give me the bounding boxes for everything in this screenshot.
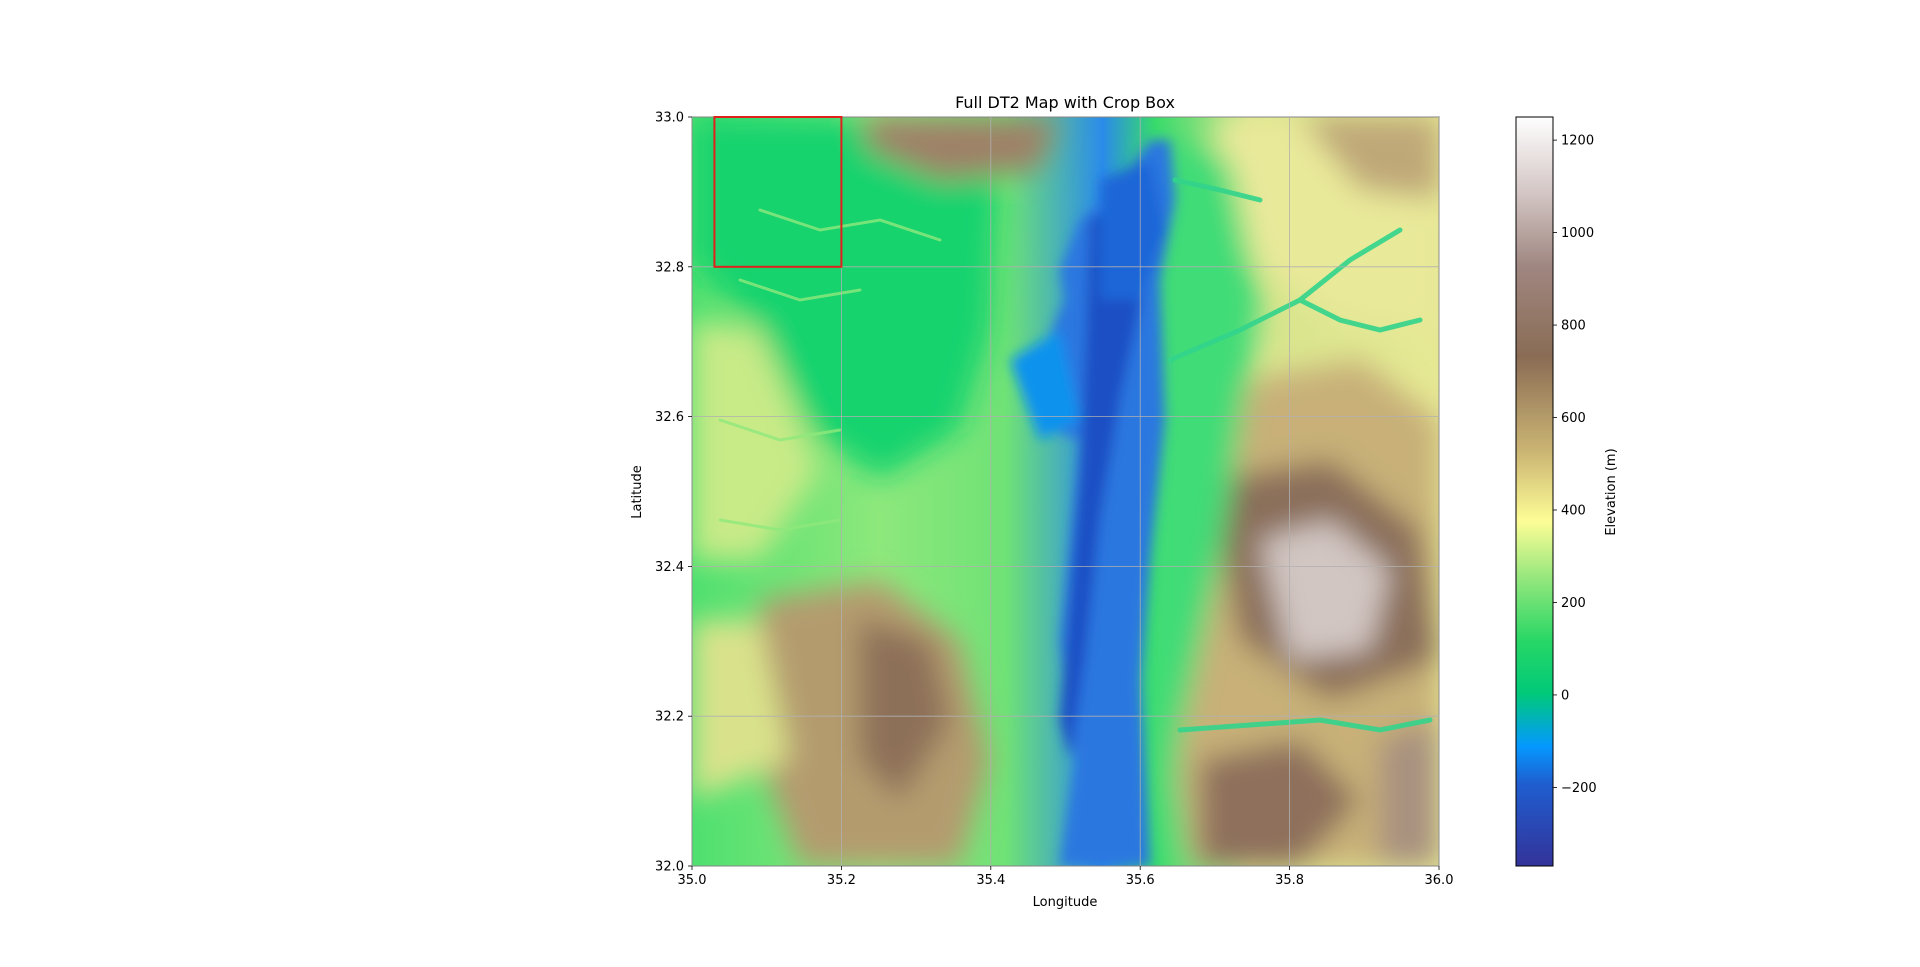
y-axis-ticks: 32.0 32.2 32.4 32.6 32.8 33.0 — [655, 111, 692, 875]
colorbar-tick-label: 400 — [1561, 503, 1586, 518]
x-tick-label: 35.8 — [1275, 873, 1304, 888]
x-tick-label: 35.6 — [1126, 873, 1155, 888]
crop-box — [713, 116, 843, 268]
x-axis-label: Longitude — [1033, 895, 1098, 910]
y-tick-label: 32.0 — [655, 860, 684, 875]
x-axis-ticks: 35.0 35.2 35.4 35.6 35.8 36.0 — [678, 866, 1454, 888]
colorbar — [1515, 116, 1554, 867]
y-tick-label: 32.2 — [655, 710, 684, 725]
colorbar-ticks: −200 0 200 400 600 800 1000 1200 — [1553, 134, 1597, 796]
y-tick-label: 32.6 — [655, 410, 684, 425]
y-axis-label: Latitude — [630, 465, 645, 519]
y-tick-label: 33.0 — [655, 111, 684, 126]
crop-box-rect — [713, 116, 843, 268]
x-tick-label: 35.0 — [678, 873, 707, 888]
colorbar-tick-label: 0 — [1561, 688, 1569, 703]
chart-title: Full DT2 Map with Crop Box — [955, 93, 1175, 112]
colorbar-label: Elevation (m) — [1604, 448, 1619, 535]
colorbar-tick-label: 600 — [1561, 411, 1586, 426]
colorbar-tick-label: 1200 — [1561, 134, 1594, 149]
colorbar-tick-label: 800 — [1561, 319, 1586, 334]
elevation-map-image — [692, 117, 1439, 866]
x-tick-label: 35.4 — [976, 873, 1005, 888]
colorbar-tick-label: 200 — [1561, 596, 1586, 611]
y-tick-label: 32.4 — [655, 560, 684, 575]
colorbar-tick-label: 1000 — [1561, 226, 1594, 241]
x-tick-label: 35.2 — [827, 873, 856, 888]
x-tick-label: 36.0 — [1425, 873, 1454, 888]
colorbar-tick-label: −200 — [1561, 781, 1597, 796]
y-tick-label: 32.8 — [655, 260, 684, 275]
